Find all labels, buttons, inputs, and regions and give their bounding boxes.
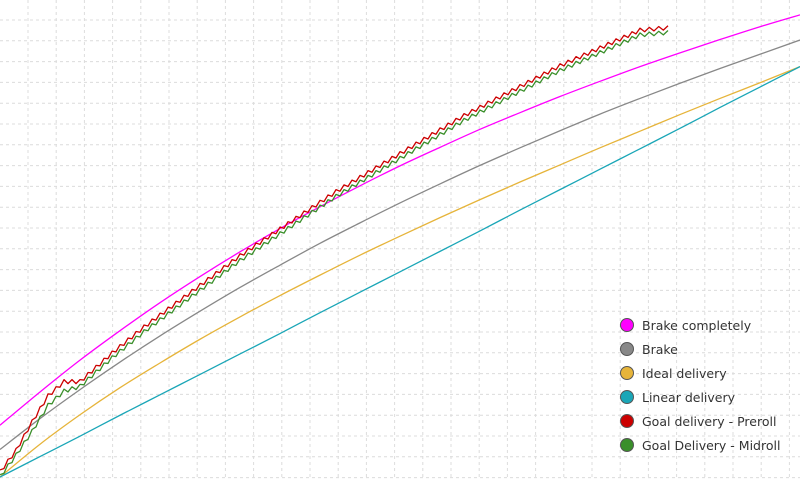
legend-label-brake: Brake [642,341,678,357]
legend-item-linear-delivery[interactable]: Linear delivery [620,385,780,409]
legend-label-goal-delivery-preroll: Goal delivery - Preroll [642,413,777,429]
legend-swatch-brake [620,342,634,356]
legend-swatch-brake-completely [620,318,634,332]
legend-label-goal-delivery-midroll: Goal Delivery - Midroll [642,437,781,453]
legend-item-brake[interactable]: Brake [620,337,780,361]
series-line-goal-delivery-midroll [0,30,669,476]
legend-item-goal-delivery-midroll[interactable]: Goal Delivery - Midroll [620,433,780,457]
legend-item-goal-delivery-preroll[interactable]: Goal delivery - Preroll [620,409,780,433]
series-line-linear-delivery [0,66,800,478]
chart-legend: Brake completely Brake Ideal delivery Li… [620,313,780,457]
legend-label-brake-completely: Brake completely [642,317,752,333]
legend-label-linear-delivery: Linear delivery [642,389,736,405]
legend-label-ideal-delivery: Ideal delivery [642,365,727,381]
legend-swatch-linear-delivery [620,390,634,404]
series-layer [0,14,800,478]
legend-item-ideal-delivery[interactable]: Ideal delivery [620,361,780,385]
legend-swatch-goal-delivery-preroll [620,414,634,428]
legend-item-brake-completely[interactable]: Brake completely [620,313,780,337]
series-line-ideal-delivery [0,65,800,478]
series-line-brake [0,39,800,450]
series-line-brake-completely [0,14,800,426]
series-line-goal-delivery-preroll [0,25,669,471]
legend-swatch-ideal-delivery [620,366,634,380]
legend-swatch-goal-delivery-midroll [620,438,634,452]
